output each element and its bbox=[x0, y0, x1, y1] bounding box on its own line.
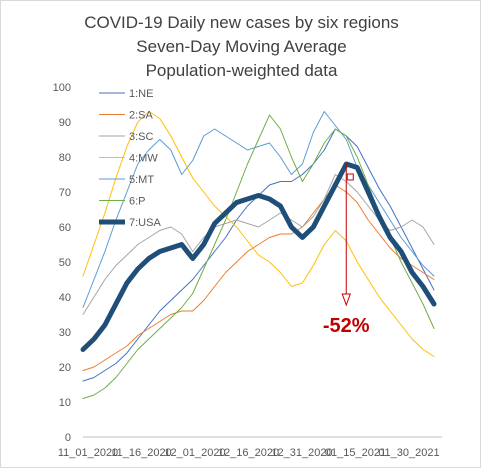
series-line-2sa bbox=[82, 184, 435, 371]
y-tick-label: 100 bbox=[53, 82, 71, 94]
x-tick-label: 12_16_2020 bbox=[218, 447, 279, 459]
y-tick-label: 20 bbox=[59, 362, 71, 374]
legend-label: 2:SA bbox=[129, 110, 154, 122]
y-tick-label: 10 bbox=[59, 397, 71, 409]
legend-label: 3:SC bbox=[129, 131, 154, 143]
y-tick-label: 90 bbox=[59, 117, 71, 129]
annotation-marker bbox=[346, 173, 354, 181]
annotation-arrow-head bbox=[341, 293, 351, 307]
legend-label: 4:MW bbox=[129, 153, 158, 165]
y-tick-label: 0 bbox=[65, 432, 71, 444]
y-tick-label: 70 bbox=[59, 187, 71, 199]
chart-subtitle-2: Population-weighted data bbox=[145, 61, 338, 80]
chart-subtitle: Seven-Day Moving Average bbox=[136, 37, 347, 56]
x-tick-label: 11_16_2020 bbox=[111, 447, 171, 459]
series-line-7usa bbox=[80, 161, 437, 352]
legend-label: 6:P bbox=[129, 196, 146, 208]
series-line-5mt bbox=[82, 111, 435, 308]
x-tick-label: 12_31_2020 bbox=[271, 447, 332, 459]
y-tick-label: 40 bbox=[59, 292, 71, 304]
x-tick-label: 11_01_2020 bbox=[58, 447, 118, 459]
y-tick-label: 80 bbox=[59, 152, 71, 164]
legend-label: 7:USA bbox=[129, 217, 161, 229]
legend-label: 5:MT bbox=[129, 174, 154, 186]
series-line-3sc bbox=[82, 174, 435, 315]
series-line-4mw bbox=[82, 111, 435, 357]
x-tick-label: 01_15_2021 bbox=[325, 447, 386, 459]
y-tick-label: 60 bbox=[59, 222, 71, 234]
y-tick-label: 30 bbox=[59, 327, 71, 339]
x-tick-label: 01_30_2021 bbox=[378, 447, 439, 459]
chart-title: COVID-19 Daily new cases by six regions bbox=[84, 13, 399, 32]
annotation-label: -52% bbox=[323, 315, 370, 337]
y-tick-label: 50 bbox=[59, 257, 71, 269]
legend-label: 1:NE bbox=[129, 88, 153, 100]
x-tick-label: 12_01_2020 bbox=[164, 447, 225, 459]
